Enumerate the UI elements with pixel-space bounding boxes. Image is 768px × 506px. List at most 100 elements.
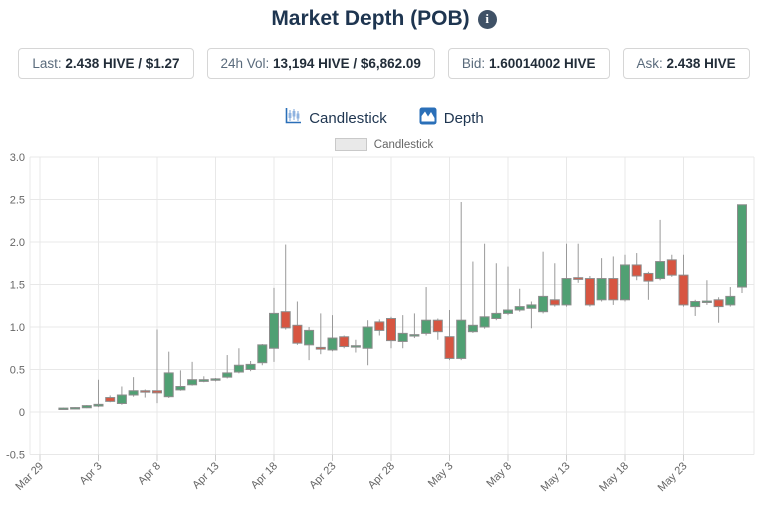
x-axis-label: May 23 xyxy=(656,460,690,494)
y-axis-label: 2.5 xyxy=(10,195,25,207)
candle-body xyxy=(163,372,174,398)
stat-label: Ask: xyxy=(636,56,667,71)
candle-body xyxy=(421,319,432,334)
y-axis-label: 0 xyxy=(19,407,25,419)
candle-body xyxy=(573,277,584,280)
candle-body xyxy=(432,319,443,333)
candle-body xyxy=(479,316,490,328)
candle-body xyxy=(514,306,525,311)
depth-chart-icon xyxy=(419,107,437,130)
candle-body xyxy=(350,345,361,348)
candle-body xyxy=(362,326,373,349)
page-header: Market Depth (POB) i xyxy=(0,7,768,31)
chart-legend[interactable]: Candlestick xyxy=(0,138,768,151)
candle-body xyxy=(678,274,689,306)
candle-body xyxy=(409,334,420,337)
candle-body xyxy=(152,390,162,394)
candlestick-chart-icon xyxy=(284,107,302,130)
candle-body xyxy=(339,336,350,348)
candle-body xyxy=(81,405,92,409)
candle-body xyxy=(643,272,654,282)
candle-body xyxy=(269,312,279,349)
candle-body xyxy=(690,301,701,308)
candle-body xyxy=(292,324,303,344)
candle-body xyxy=(175,386,186,391)
candle-body xyxy=(631,264,642,277)
stat-value: 13,194 HIVE / $6,862.09 xyxy=(273,56,421,71)
candle-body xyxy=(725,295,736,306)
tab-depth-label: Depth xyxy=(443,110,484,127)
x-axis-label: May 13 xyxy=(539,460,573,494)
candle-body xyxy=(655,261,666,280)
candle-body xyxy=(58,407,69,410)
candle-body xyxy=(105,397,116,402)
candle-body xyxy=(608,278,619,301)
x-axis-label: Apr 3 xyxy=(78,460,105,487)
tab-candlestick[interactable]: Candlestick xyxy=(282,103,389,134)
candle-body xyxy=(584,278,595,306)
candle-body xyxy=(280,311,291,329)
candle-body xyxy=(222,372,233,378)
candle-body xyxy=(620,264,630,301)
y-axis-label: -0.5 xyxy=(6,450,25,462)
candle-body xyxy=(491,312,502,319)
stat-box-last: Last: 2.438 HIVE / $1.27 xyxy=(18,48,194,79)
y-axis-label: 2.0 xyxy=(10,237,25,249)
stat-label: Bid: xyxy=(461,56,489,71)
x-axis-label: Mar 29 xyxy=(13,460,46,493)
legend-swatch xyxy=(334,138,367,151)
y-axis-label: 0.5 xyxy=(10,365,25,377)
stat-value: 1.60014002 HIVE xyxy=(488,56,596,71)
candle-body xyxy=(70,407,81,410)
x-axis-label: May 8 xyxy=(484,460,514,490)
candle-body xyxy=(503,309,513,314)
info-icon[interactable]: i xyxy=(477,9,497,29)
stats-row: Last: 2.438 HIVE / $1.27 24h Vol: 13,194 … xyxy=(0,48,768,79)
candle-body xyxy=(397,332,408,342)
candle-body xyxy=(444,336,455,359)
stat-label: Last: xyxy=(32,56,66,71)
candle-body xyxy=(737,204,747,288)
candle-body xyxy=(315,346,326,350)
candle-body xyxy=(549,299,560,306)
candle-body xyxy=(666,259,677,276)
legend-label: Candlestick xyxy=(373,138,434,151)
x-axis-label: May 18 xyxy=(597,460,631,494)
candle-body xyxy=(93,403,104,407)
stat-box-24hvol: 24h Vol: 13,194 HIVE / $6,862.09 xyxy=(206,48,435,79)
stat-value: 2.438 HIVE / $1.27 xyxy=(65,56,180,71)
stat-label: 24h Vol: xyxy=(220,56,274,71)
x-axis-label: Apr 8 xyxy=(136,460,163,487)
tab-depth[interactable]: Depth xyxy=(417,103,486,134)
candle-body xyxy=(713,299,724,308)
x-axis-label: Apr 13 xyxy=(190,460,221,491)
candle-body xyxy=(210,378,221,381)
candle-body xyxy=(257,344,268,364)
candle-body xyxy=(456,319,467,359)
candle-body xyxy=(526,304,537,309)
candle-body xyxy=(233,364,244,373)
candle-body xyxy=(128,390,139,396)
candle-body xyxy=(140,390,151,393)
x-axis-label: Apr 28 xyxy=(366,460,397,491)
y-axis-label: 1.0 xyxy=(10,322,25,334)
stat-box-ask: Ask: 2.438 HIVE xyxy=(622,48,750,79)
x-axis-label: Apr 18 xyxy=(249,460,280,491)
tab-candlestick-label: Candlestick xyxy=(309,110,387,127)
candle-body xyxy=(538,295,549,313)
chart-type-tabs: Candlestick Depth xyxy=(0,103,768,134)
candle-body xyxy=(596,278,607,301)
candle-body xyxy=(304,329,315,346)
candle-body xyxy=(198,379,209,382)
candle-body xyxy=(116,394,127,404)
candle-body xyxy=(187,379,198,386)
candle-body xyxy=(245,363,256,370)
y-axis-label: 1.5 xyxy=(10,280,25,292)
x-axis-label: May 3 xyxy=(426,460,456,490)
y-axis-label: 3.0 xyxy=(10,152,25,164)
candle-body xyxy=(386,318,396,342)
candle-body xyxy=(467,324,478,333)
candle-body xyxy=(701,300,712,303)
